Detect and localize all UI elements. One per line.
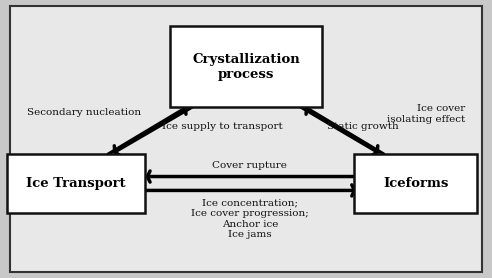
Text: Ice cover
isolating effect: Ice cover isolating effect bbox=[387, 104, 465, 124]
Text: Cover rupture: Cover rupture bbox=[213, 161, 287, 170]
Text: Iceforms: Iceforms bbox=[383, 177, 448, 190]
Text: Static growth: Static growth bbox=[327, 122, 399, 131]
Text: Ice supply to transport: Ice supply to transport bbox=[162, 122, 283, 131]
Text: Crystallization
process: Crystallization process bbox=[192, 53, 300, 81]
Text: Ice Transport: Ice Transport bbox=[27, 177, 126, 190]
FancyBboxPatch shape bbox=[170, 26, 322, 107]
Text: Secondary nucleation: Secondary nucleation bbox=[27, 108, 141, 117]
FancyBboxPatch shape bbox=[354, 154, 477, 213]
Text: Ice concentration;
Ice cover progression;
Anchor ice
Ice jams: Ice concentration; Ice cover progression… bbox=[191, 199, 309, 239]
FancyBboxPatch shape bbox=[7, 154, 145, 213]
FancyBboxPatch shape bbox=[10, 6, 482, 272]
